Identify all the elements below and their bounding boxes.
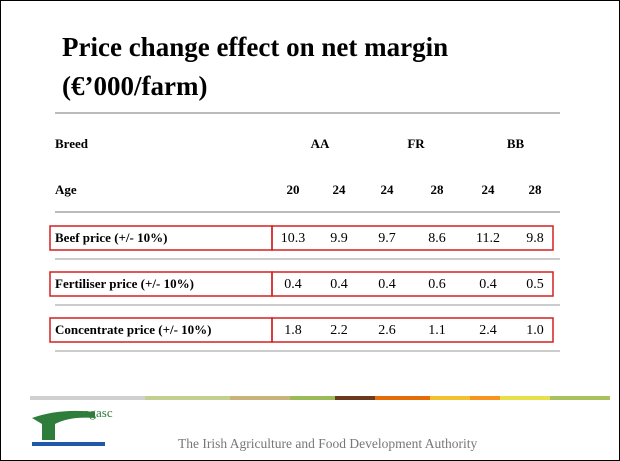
age-header: 24 bbox=[333, 182, 347, 197]
highlight-box bbox=[271, 317, 554, 343]
cell: 0.6 bbox=[428, 277, 446, 292]
header-label: Breed bbox=[55, 136, 89, 151]
highlight-box bbox=[271, 225, 554, 251]
cell: 10.3 bbox=[281, 231, 306, 246]
header-label: Age bbox=[55, 182, 77, 197]
cell: 9.7 bbox=[378, 231, 396, 246]
cell: 0.5 bbox=[526, 277, 544, 292]
cell: 9.9 bbox=[330, 231, 348, 246]
footer-bar bbox=[30, 396, 610, 400]
highlight-box bbox=[271, 271, 554, 297]
logo: eagasc bbox=[32, 405, 113, 446]
age-header: 24 bbox=[381, 182, 395, 197]
tagline: The Irish Agriculture and Food Developme… bbox=[178, 436, 477, 451]
cell: 0.4 bbox=[284, 277, 302, 292]
age-header: 28 bbox=[431, 182, 445, 197]
breed-header: BB bbox=[507, 136, 525, 151]
logo-text: eagasc bbox=[78, 405, 113, 420]
cell: 0.4 bbox=[378, 277, 396, 292]
row-label: Fertiliser price (+/- 10%) bbox=[55, 276, 194, 291]
age-header: 28 bbox=[529, 182, 543, 197]
row-label: Concentrate price (+/- 10%) bbox=[55, 322, 212, 337]
breed-header: FR bbox=[407, 136, 425, 151]
cell: 11.2 bbox=[476, 231, 500, 246]
title-line: (€’000/farm) bbox=[62, 71, 207, 101]
cell: 2.4 bbox=[479, 323, 497, 338]
cell: 8.6 bbox=[428, 231, 446, 246]
title-line: Price change effect on net margin bbox=[62, 32, 448, 62]
age-header: 20 bbox=[287, 182, 300, 197]
age-header: 24 bbox=[482, 182, 496, 197]
breed-header: AA bbox=[311, 136, 330, 151]
cell: 2.2 bbox=[330, 323, 348, 338]
cell: 0.4 bbox=[330, 277, 348, 292]
cell: 1.0 bbox=[526, 323, 544, 338]
cell: 0.4 bbox=[479, 277, 497, 292]
row-label: Beef price (+/- 10%) bbox=[55, 230, 167, 245]
cell: 1.1 bbox=[428, 323, 446, 338]
cell: 1.8 bbox=[284, 323, 302, 338]
cell: 2.6 bbox=[378, 323, 396, 338]
cell: 9.8 bbox=[526, 231, 544, 246]
